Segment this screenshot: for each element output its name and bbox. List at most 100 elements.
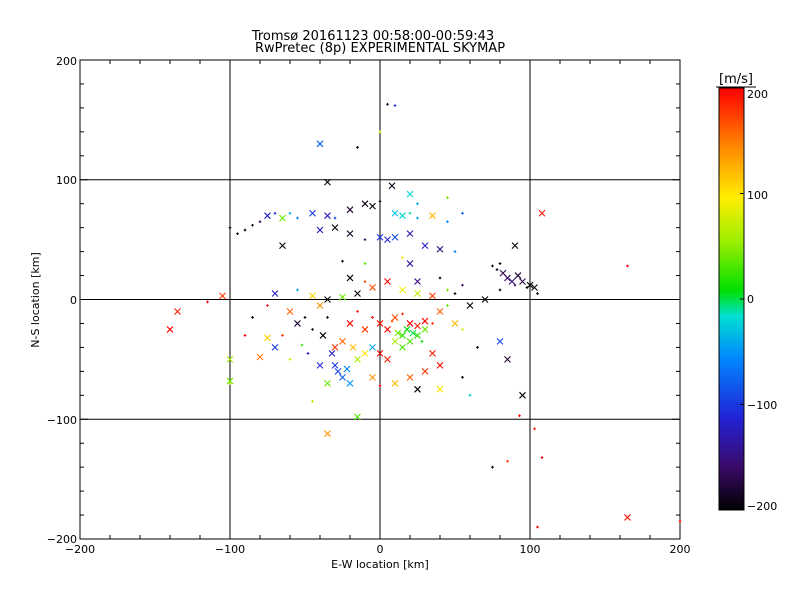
data-point-plus: [386, 103, 389, 106]
data-point-x: [286, 308, 294, 315]
data-point-x: [349, 344, 357, 351]
data-point-plus: [498, 288, 502, 292]
data-point-plus: [206, 300, 209, 304]
data-point-x: [316, 140, 324, 148]
x-tick-label: 100: [520, 543, 541, 556]
data-point-x: [354, 290, 361, 297]
data-point-x: [399, 286, 406, 294]
data-point-plus: [446, 304, 449, 307]
data-point-x: [264, 212, 271, 220]
data-point-plus: [296, 216, 299, 220]
data-point-x: [271, 344, 279, 351]
data-point-x: [384, 278, 391, 285]
data-point-x: [391, 209, 399, 217]
x-axis-label: E-W location [km]: [331, 558, 429, 571]
data-point-x: [399, 332, 406, 339]
data-point-x: [346, 230, 354, 238]
data-point-plus: [533, 427, 536, 431]
data-point-x: [526, 281, 534, 289]
data-point-plus: [363, 238, 367, 241]
data-point-x: [309, 209, 316, 217]
chart-subtitle: RwPretec (8p) EXPERIMENTAL SKYMAP: [255, 41, 505, 56]
data-point-plus: [393, 104, 397, 107]
data-point-x: [514, 272, 522, 279]
data-point-x: [346, 379, 354, 387]
data-point-x: [429, 349, 436, 357]
data-point-plus: [518, 414, 521, 417]
data-point-x: [334, 367, 342, 375]
y-axis-label: N-S location [km]: [29, 252, 42, 348]
data-point-x: [391, 233, 399, 241]
data-point-x: [376, 233, 384, 241]
y-tick-labels: −200 −100 0 100 200: [47, 55, 77, 546]
data-point-x: [406, 230, 414, 238]
data-point-plus: [378, 384, 382, 388]
data-point-plus: [306, 352, 310, 355]
data-point-plus: [536, 525, 539, 529]
data-point-x: [406, 190, 414, 198]
data-point-x: [369, 344, 376, 351]
data-point-x: [324, 296, 331, 303]
colorbar: [m/s] 200 100 0 −100 −200: [716, 72, 777, 513]
data-point-x: [361, 200, 369, 208]
data-point-x: [369, 202, 376, 210]
data-point-plus: [461, 283, 464, 287]
data-point-plus: [243, 228, 247, 232]
data-point-plus: [236, 232, 239, 235]
data-point-x: [429, 212, 436, 220]
data-point-plus: [416, 202, 419, 205]
data-point-x: [309, 292, 316, 300]
data-point-x: [226, 355, 234, 363]
data-point-plus: [408, 211, 412, 215]
x-tick-labels: −200 −100 0 100 200: [65, 543, 691, 556]
data-point-x: [504, 274, 511, 282]
data-point-x: [324, 379, 331, 387]
data-point-x: [429, 292, 436, 300]
data-point-x: [391, 314, 399, 321]
data-point-plus: [273, 211, 277, 215]
data-point-x: [376, 349, 384, 357]
data-point-plus: [311, 328, 314, 331]
data-point-plus: [228, 382, 232, 385]
data-point-plus: [378, 200, 382, 203]
data-point-plus: [453, 292, 457, 295]
data-point-x: [399, 212, 406, 220]
data-point-x: [496, 338, 504, 345]
data-point-plus: [513, 283, 517, 287]
x-tick-label: 0: [377, 543, 384, 556]
data-point-plus: [401, 312, 404, 316]
data-point-plus: [300, 343, 304, 347]
data-point-x: [328, 349, 336, 357]
colorbar-tick-label: 100: [747, 189, 768, 202]
data-point-plus: [363, 280, 367, 283]
data-point-plus: [228, 226, 232, 229]
data-point-plus: [431, 322, 434, 325]
axis-ticks: [79, 59, 681, 540]
data-point-x: [384, 236, 391, 244]
grid-lines: [80, 60, 680, 539]
data-point-x: [346, 274, 354, 282]
data-point-x: [354, 355, 361, 363]
data-point-x: [219, 292, 226, 300]
data-point-plus: [356, 310, 359, 313]
data-point-plus: [311, 399, 314, 403]
colorbar-unit: [m/s]: [719, 72, 753, 87]
data-point-x: [414, 332, 421, 339]
data-point-x: [466, 302, 474, 309]
data-point-x: [538, 209, 546, 217]
data-point-x: [511, 242, 519, 250]
chart-title: Tromsø 20161123 00:58:00-00:59:43: [251, 29, 494, 44]
data-point-x: [403, 326, 411, 333]
data-point-x: [331, 224, 339, 232]
data-point-x: [421, 242, 429, 250]
data-point-x: [436, 308, 444, 315]
data-point-x: [331, 361, 339, 369]
data-point-x: [391, 338, 399, 345]
data-point-x: [354, 413, 361, 421]
data-point-plus: [461, 328, 464, 331]
data-point-plus: [506, 459, 509, 463]
data-point-x: [331, 344, 339, 351]
data-point-plus: [540, 456, 544, 459]
data-point-plus: [626, 264, 629, 268]
data-point-plus: [296, 288, 299, 292]
